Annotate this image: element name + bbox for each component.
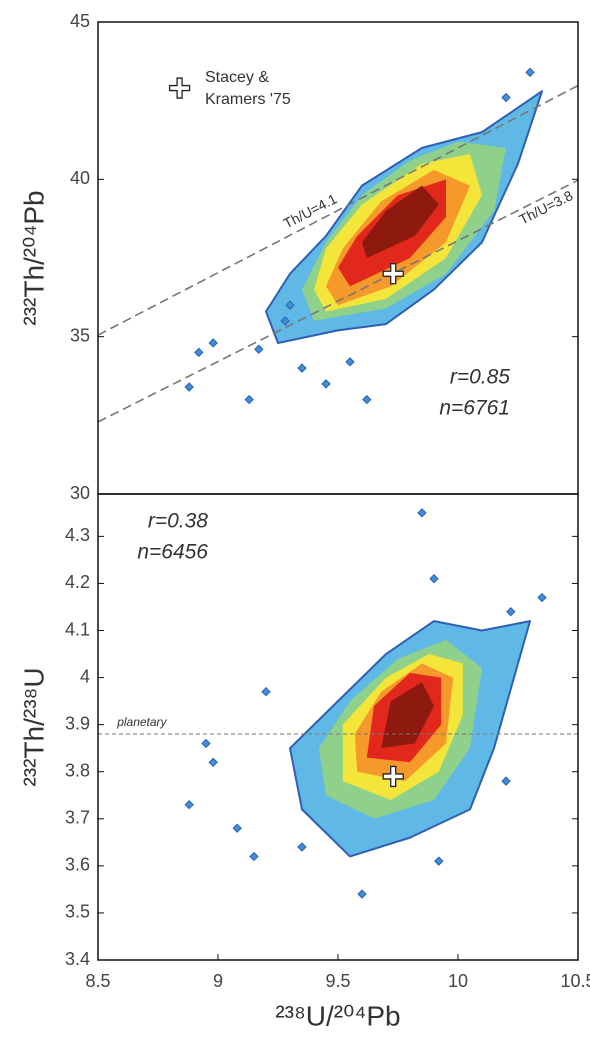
point [417, 508, 427, 518]
reference-marker [382, 765, 404, 788]
contour-level [362, 185, 439, 258]
y-tick-label: 35 [70, 325, 90, 345]
stat-annotation: n=6761 [439, 397, 510, 420]
stat-annotation: n=6456 [137, 541, 208, 564]
point [501, 92, 511, 103]
point [208, 757, 218, 768]
y-tick-label: 3.6 [65, 855, 90, 875]
point [537, 592, 547, 603]
y-tick-label: 4 [80, 666, 90, 686]
x-tick-label: 10.5 [560, 971, 590, 991]
point [429, 574, 439, 584]
point [280, 316, 290, 326]
point [362, 394, 372, 405]
x-tick-label: 10 [448, 971, 468, 991]
point [232, 823, 242, 833]
point [184, 799, 194, 810]
y-tick-label: 3.9 [65, 713, 90, 733]
stat-annotation: r=0.85 [450, 366, 510, 389]
x-tick-label: 9 [213, 971, 223, 991]
legend-text: Stacey & [205, 69, 269, 86]
y-tick-label: 30 [70, 483, 90, 503]
y-axis-label: ²³²Th/²³⁸U [18, 667, 49, 786]
point [184, 382, 194, 392]
reference-line [98, 84, 578, 336]
x-axis-label: ²³⁸U/²⁰⁴Pb [275, 1000, 400, 1031]
y-tick-label: 3.8 [65, 760, 90, 780]
point [201, 738, 211, 749]
point [321, 379, 331, 389]
point [254, 344, 264, 354]
reference-marker [168, 77, 191, 99]
x-tick-label: 8.5 [85, 971, 110, 991]
stat-annotation: r=0.38 [148, 510, 208, 533]
reference-label: planetary [116, 715, 167, 729]
y-tick-label: 3.4 [65, 949, 90, 969]
point [297, 842, 307, 852]
point [345, 357, 355, 367]
point [249, 851, 259, 862]
point [285, 300, 295, 310]
contour-level [381, 682, 434, 749]
point [525, 67, 535, 78]
y-axis-label: ²³²Th/²⁰⁴Pb [18, 190, 49, 325]
point [501, 776, 511, 786]
reference-marker [382, 263, 404, 285]
reference-line [98, 179, 578, 423]
point [434, 856, 444, 866]
y-tick-label: 3.7 [65, 808, 90, 828]
point [244, 394, 254, 405]
y-tick-label: 3.5 [65, 902, 90, 922]
y-tick-label: 45 [70, 11, 90, 31]
point [194, 347, 204, 358]
y-tick-label: 4.1 [65, 619, 90, 639]
x-tick-label: 9.5 [325, 971, 350, 991]
y-tick-label: 4.2 [65, 572, 90, 592]
y-tick-label: 40 [70, 168, 90, 188]
point [261, 686, 271, 697]
point [297, 363, 307, 373]
point [208, 338, 218, 348]
y-tick-label: 4.3 [65, 525, 90, 545]
point [357, 889, 367, 899]
point [506, 606, 516, 617]
legend-text: Kramers '75 [205, 91, 291, 108]
